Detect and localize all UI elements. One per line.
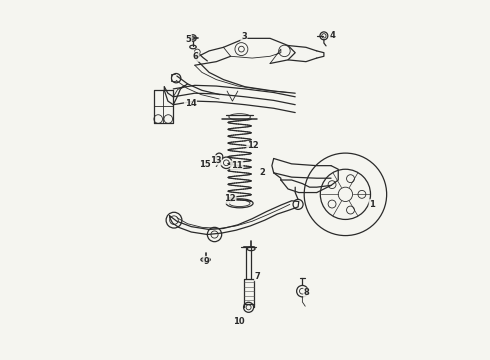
Text: 3: 3	[241, 32, 247, 41]
Text: 10: 10	[233, 317, 245, 326]
Text: 5: 5	[185, 35, 191, 44]
Text: 8: 8	[304, 288, 310, 297]
Text: 12: 12	[224, 194, 236, 203]
Text: 13: 13	[210, 156, 221, 165]
Text: 11: 11	[231, 161, 243, 170]
Text: 6: 6	[193, 52, 199, 61]
Text: 12: 12	[247, 141, 259, 150]
Text: 9: 9	[203, 257, 209, 266]
Text: 1: 1	[369, 200, 375, 209]
Text: 2: 2	[259, 168, 265, 177]
Text: 7: 7	[255, 271, 260, 280]
Text: 14: 14	[185, 99, 196, 108]
Text: 4: 4	[330, 31, 336, 40]
Text: 15: 15	[199, 161, 211, 170]
